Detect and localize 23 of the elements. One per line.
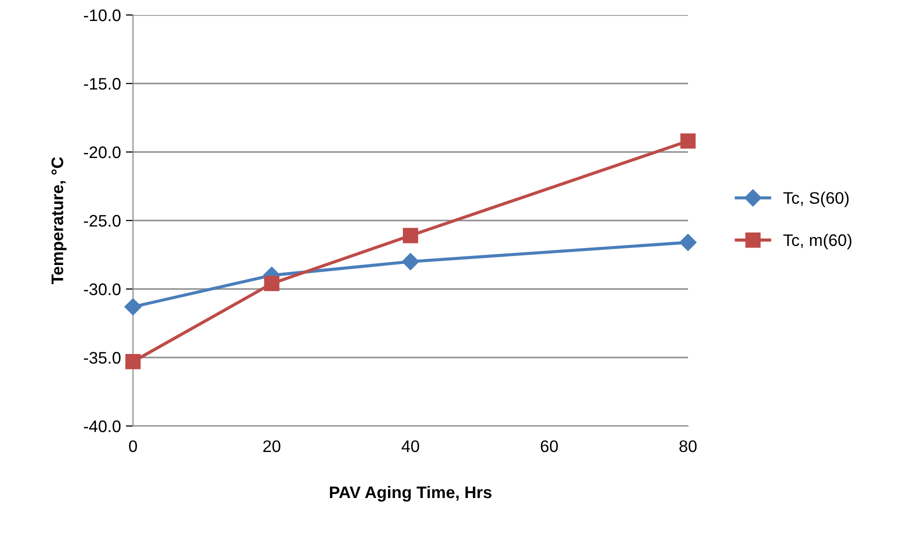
point [680, 133, 696, 149]
point [402, 253, 420, 270]
legend-label: Tc, S(60) [783, 192, 849, 208]
point [125, 354, 141, 370]
legend-label: Tc, m(60) [783, 234, 852, 250]
x-tick-label: 0 [129, 440, 137, 452]
y-tick-label: -35.0 [84, 352, 121, 364]
point [264, 276, 280, 292]
x-tick-label: 40 [402, 440, 420, 452]
x-tick-label: 60 [540, 440, 558, 452]
x-tick-label: 20 [263, 440, 280, 452]
y-axis-title: Temperature, °C [51, 157, 67, 284]
y-tick-label: -40.0 [84, 420, 121, 432]
point [679, 234, 697, 251]
point [124, 298, 142, 316]
y-tick-label: -10.0 [84, 9, 121, 22]
y-tick-label: -15.0 [84, 78, 121, 90]
x-tick-label: 80 [679, 440, 697, 452]
y-tick-label: -20.0 [84, 146, 121, 158]
x-axis-title: PAV Aging Time, Hrs [330, 486, 492, 502]
point [402, 228, 418, 244]
y-tick-label: -30.0 [84, 283, 121, 296]
y-tick-label: -25.0 [84, 214, 121, 227]
